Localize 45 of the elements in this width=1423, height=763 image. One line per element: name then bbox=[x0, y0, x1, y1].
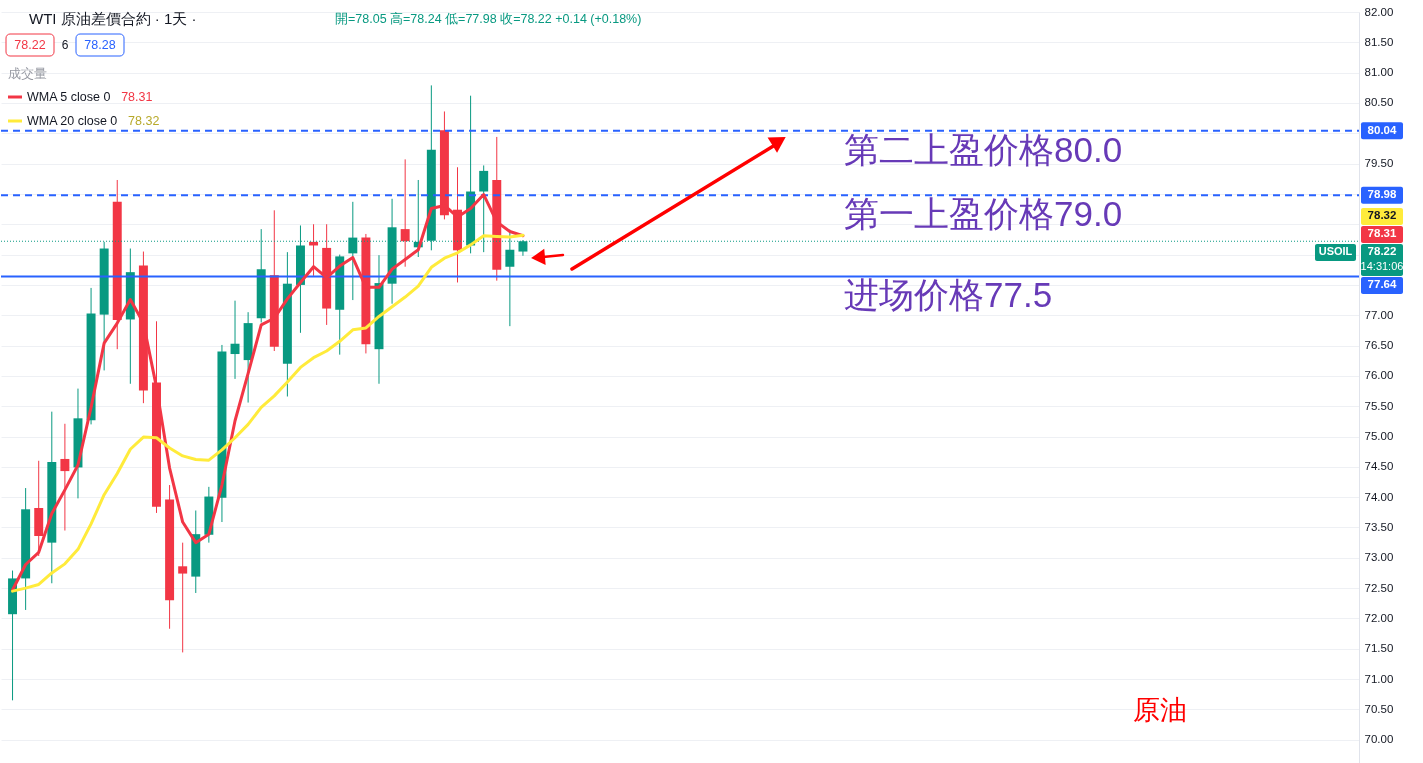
annotation: 进场价格77.5 bbox=[844, 275, 1053, 315]
candlestick bbox=[60, 423, 70, 532]
y-tick-label: 72.50 bbox=[1364, 581, 1394, 594]
annotation: 78.31 bbox=[121, 90, 153, 104]
annotation: 78.28 bbox=[84, 38, 116, 52]
annotation: 第二上盈价格80.0 bbox=[844, 129, 1123, 169]
candlestick bbox=[230, 300, 240, 380]
y-tick-label: 77.00 bbox=[1364, 308, 1394, 321]
y-tick-label: 70.50 bbox=[1364, 702, 1394, 715]
legend-label: WMA 5 close 0 bbox=[27, 90, 111, 104]
y-tick-label: 72.00 bbox=[1364, 611, 1394, 624]
text: 78.31 bbox=[1367, 227, 1397, 240]
annotation: 成交量 bbox=[8, 66, 47, 81]
annotation: 原油 bbox=[1133, 694, 1187, 725]
y-tick-label: 73.00 bbox=[1364, 551, 1394, 564]
y-tick-label: 81.50 bbox=[1364, 35, 1394, 48]
chart-subtitle: 開=78.05 高=78.24 低=77.98 收=78.22 +0.14 (+0.18%) bbox=[335, 11, 642, 26]
legend-label: 78.22 bbox=[1367, 245, 1397, 258]
y-tick-label: 74.00 bbox=[1364, 490, 1394, 503]
y-tick-label: 81.00 bbox=[1364, 66, 1394, 79]
y-tick-label: 74.50 bbox=[1364, 460, 1394, 473]
annotation: 6 bbox=[61, 38, 69, 52]
y-tick-label: 75.00 bbox=[1364, 430, 1394, 443]
y-tick-label: 71.50 bbox=[1364, 642, 1394, 655]
ref-line-label: 77.64 bbox=[1367, 278, 1397, 291]
legend-label: WMA 20 close 0 bbox=[27, 114, 118, 128]
annotation: 78.22 bbox=[14, 38, 46, 52]
y-tick-label: 76.00 bbox=[1364, 369, 1394, 382]
y-tick-label: 73.50 bbox=[1364, 520, 1394, 533]
y-tick-label: 75.50 bbox=[1364, 399, 1394, 412]
y-tick-label: 82.00 bbox=[1364, 5, 1394, 18]
y-tick-label: 70.00 bbox=[1364, 733, 1394, 746]
y-tick-label: 80.50 bbox=[1364, 96, 1394, 109]
text: 78.32 bbox=[1367, 209, 1397, 222]
text: 14:31:06 bbox=[1360, 259, 1404, 272]
annotation: 78.32 bbox=[128, 114, 160, 128]
ref-line-label: 80.04 bbox=[1367, 123, 1397, 136]
y-tick-label: 76.50 bbox=[1364, 339, 1394, 352]
annotation: USOIL bbox=[1318, 245, 1353, 258]
annotation: 第一上盈价格79.0 bbox=[844, 194, 1123, 234]
ref-line-label: 78.98 bbox=[1367, 188, 1397, 201]
y-tick-label: 71.00 bbox=[1364, 672, 1394, 685]
y-tick-label: 79.50 bbox=[1364, 157, 1394, 170]
candlestick bbox=[178, 542, 188, 653]
chart-title: WTI 原油差價合約 · 1天 · bbox=[29, 10, 197, 27]
